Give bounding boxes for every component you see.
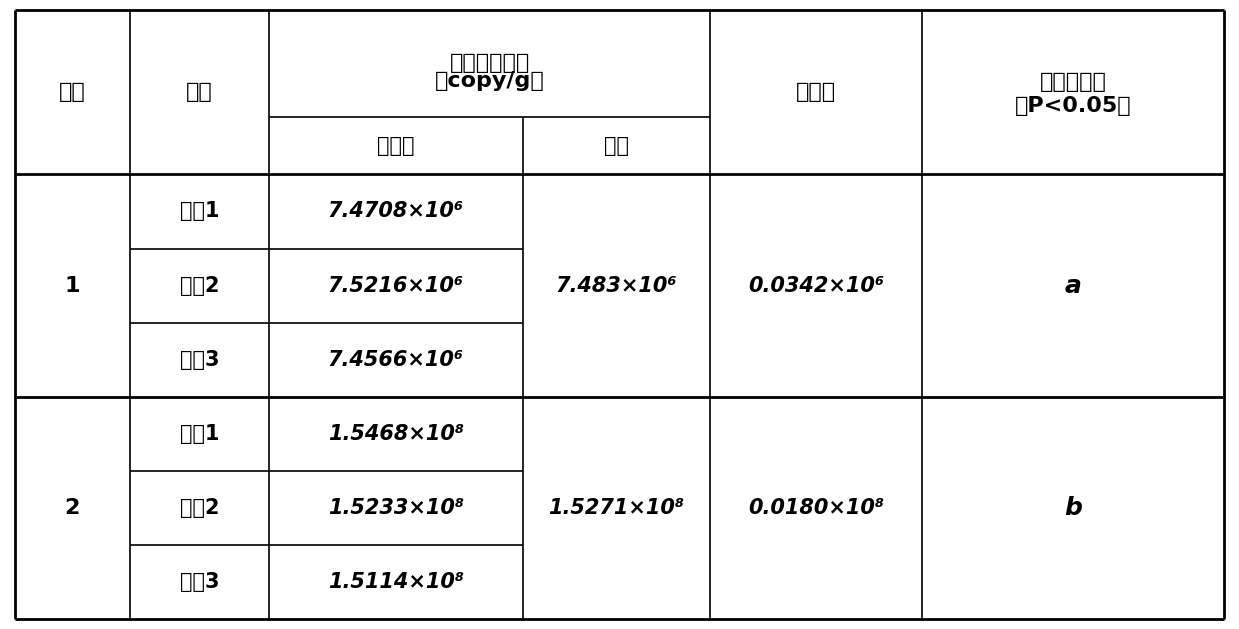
Text: 1.5233×10⁸: 1.5233×10⁸ [328,498,463,518]
Text: 土壤细菌数量: 土壤细菌数量 [450,53,529,74]
Text: 1: 1 [64,276,81,296]
Text: 重复1: 重复1 [180,424,219,444]
Text: a: a [1064,274,1082,298]
Text: 重复2: 重复2 [180,498,219,518]
Text: 1.5271×10⁸: 1.5271×10⁸ [549,498,684,518]
Text: （copy/g）: （copy/g） [435,71,544,91]
Text: 重复3: 重复3 [180,350,219,370]
Text: 处理: 处理 [59,82,85,103]
Text: 1.5468×10⁸: 1.5468×10⁸ [328,424,463,444]
Text: 7.5216×10⁶: 7.5216×10⁶ [328,276,463,296]
Text: 7.4708×10⁶: 7.4708×10⁶ [328,201,463,221]
Text: 标准差: 标准差 [795,82,836,103]
Text: 7.4566×10⁶: 7.4566×10⁶ [328,350,463,370]
Text: 差异显著性: 差异显著性 [1040,72,1106,92]
Text: 重复2: 重复2 [180,276,219,296]
Text: 0.0342×10⁶: 0.0342×10⁶ [748,276,883,296]
Text: 1.5114×10⁸: 1.5114×10⁸ [328,572,463,592]
Text: 7.483×10⁶: 7.483×10⁶ [556,276,678,296]
Text: 2: 2 [64,498,81,518]
Text: 重复: 重复 [186,82,213,103]
Text: 重复3: 重复3 [180,572,219,592]
Text: 均值: 均值 [603,135,629,155]
Text: b: b [1064,496,1082,520]
Text: 测定值: 测定值 [377,135,415,155]
Text: 重复1: 重复1 [180,201,219,221]
Text: （P<0.05）: （P<0.05） [1015,96,1131,116]
Text: 0.0180×10⁸: 0.0180×10⁸ [748,498,883,518]
